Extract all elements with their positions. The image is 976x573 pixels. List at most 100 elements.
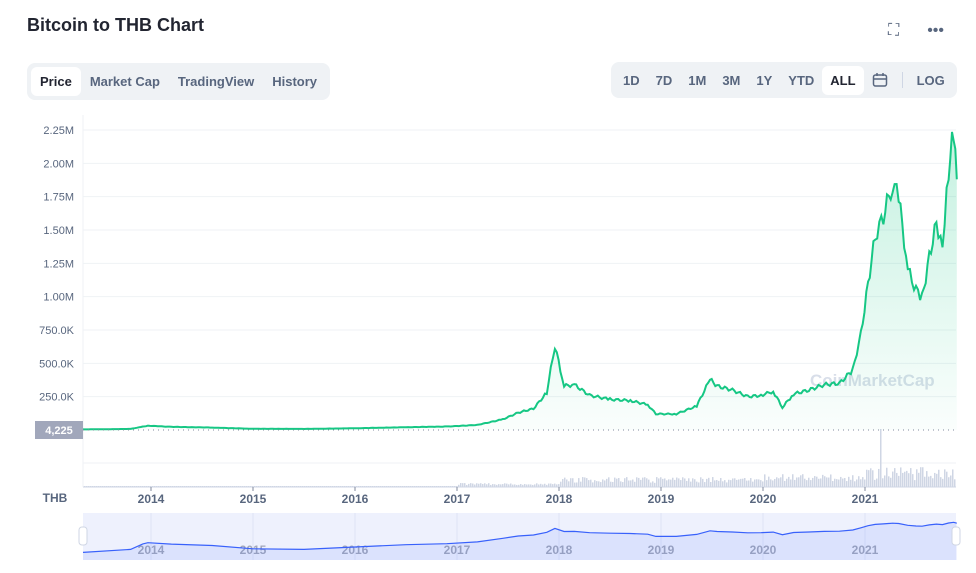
volume-bar: [270, 486, 272, 487]
volume-bar: [134, 486, 136, 487]
volume-bar: [488, 483, 490, 487]
volume-bar: [106, 486, 108, 487]
volume-bar: [452, 486, 454, 487]
volume-bar: [450, 486, 452, 487]
volume-bar: [440, 486, 442, 487]
volume-bar: [268, 486, 270, 487]
volume-bar: [786, 479, 788, 487]
x-tick-label: 2015: [240, 492, 267, 506]
volume-bar: [320, 486, 322, 487]
volume-bar: [214, 486, 216, 487]
volume-bar: [740, 479, 742, 487]
volume-bar: [562, 479, 564, 487]
volume-bar: [138, 486, 140, 487]
volume-bar: [938, 470, 940, 487]
volume-bar: [798, 477, 800, 487]
volume-bar: [250, 486, 252, 487]
x-tick-label: 2014: [138, 492, 165, 506]
volume-bar: [438, 486, 440, 487]
volume-bar: [636, 477, 638, 487]
volume-bar: [776, 477, 778, 487]
volume-bar: [630, 480, 632, 487]
volume-bar: [664, 478, 666, 487]
volume-bar: [754, 479, 756, 487]
volume-bar: [886, 468, 888, 487]
volume-bar: [774, 479, 776, 487]
volume-bar: [948, 477, 950, 487]
volume-bar: [722, 481, 724, 487]
volume-bar: [682, 477, 684, 487]
volume-bar: [770, 479, 772, 487]
volume-bar: [340, 486, 342, 487]
volume-bar: [230, 486, 232, 487]
volume-bar: [222, 486, 224, 487]
volume-bar: [420, 486, 422, 487]
volume-bar: [538, 484, 540, 487]
volume-bar: [730, 480, 732, 487]
volume-bar: [752, 482, 754, 487]
volume-bar: [742, 479, 744, 487]
volume-bar: [248, 486, 250, 487]
volume-bar: [338, 486, 340, 487]
volume-bar: [196, 486, 198, 487]
volume-bar: [678, 478, 680, 487]
volume-bar: [882, 478, 884, 487]
volume-bar: [158, 486, 160, 487]
y-tick-label: 1.50M: [43, 225, 74, 237]
volume-bar: [642, 478, 644, 487]
volume-bar: [772, 480, 774, 487]
volume-bar: [166, 486, 168, 487]
volume-bar: [90, 486, 92, 487]
volume-bar: [600, 482, 602, 487]
volume-bar: [322, 486, 324, 487]
volume-bar: [916, 469, 918, 487]
navigator-handle-right[interactable]: [952, 527, 960, 545]
volume-bar: [736, 480, 738, 487]
volume-bar: [324, 486, 326, 487]
volume-bar: [552, 484, 554, 487]
volume-bar: [140, 486, 142, 487]
volume-bar: [764, 474, 766, 487]
volume-bar: [486, 484, 488, 487]
volume-bar: [154, 486, 156, 487]
volume-bar: [278, 486, 280, 487]
volume-bar: [390, 486, 392, 487]
y-tick-label: 500.0K: [39, 358, 75, 370]
volume-bar: [866, 470, 868, 487]
volume-bar: [542, 484, 544, 487]
volume-bar: [328, 486, 330, 487]
volume-bar: [640, 480, 642, 487]
navigator-handle-left[interactable]: [79, 527, 87, 545]
volume-bar: [256, 486, 258, 487]
volume-bar: [702, 479, 704, 487]
volume-bar: [362, 486, 364, 487]
volume-bar: [376, 486, 378, 487]
volume-bar: [746, 481, 748, 487]
volume-bar: [662, 479, 664, 487]
volume-bar: [232, 486, 234, 487]
volume-bar: [872, 470, 874, 487]
volume-bar: [190, 486, 192, 487]
volume-bar: [162, 486, 164, 487]
volume-bar: [676, 478, 678, 487]
volume-bar: [794, 480, 796, 487]
volume-bar: [490, 485, 492, 487]
volume-bar: [884, 475, 886, 487]
volume-bar: [924, 477, 926, 487]
volume-bar: [930, 476, 932, 487]
volume-bar: [934, 473, 936, 487]
volume-bar: [200, 486, 202, 487]
volume-bar: [276, 486, 278, 487]
volume-bar: [304, 486, 306, 487]
volume-bar: [922, 467, 924, 487]
volume-bar: [758, 479, 760, 487]
volume-bar: [820, 478, 822, 487]
volume-bar: [852, 475, 854, 487]
volume-bar: [314, 486, 316, 487]
volume-bar: [272, 486, 274, 487]
volume-bar: [756, 479, 758, 487]
volume-bar: [242, 486, 244, 487]
volume-bar: [510, 484, 512, 487]
volume-bar: [716, 480, 718, 487]
